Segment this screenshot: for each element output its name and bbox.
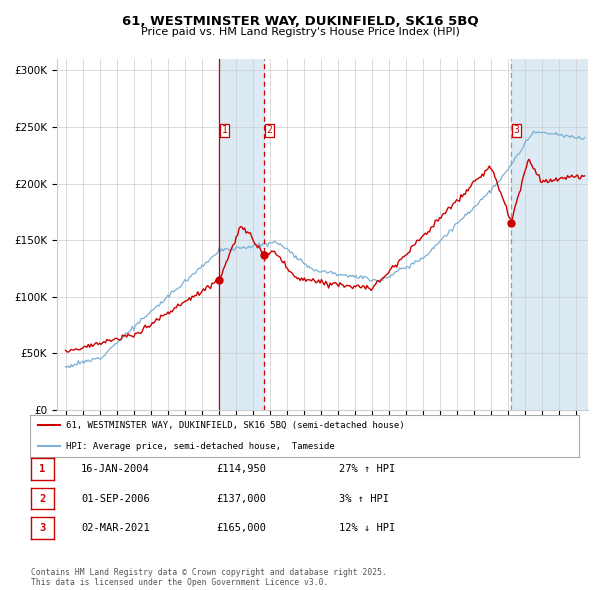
Text: £114,950: £114,950: [216, 464, 266, 474]
Text: £165,000: £165,000: [216, 523, 266, 533]
Text: 12% ↓ HPI: 12% ↓ HPI: [339, 523, 395, 533]
Text: 3: 3: [514, 125, 520, 135]
Text: 61, WESTMINSTER WAY, DUKINFIELD, SK16 5BQ (semi-detached house): 61, WESTMINSTER WAY, DUKINFIELD, SK16 5B…: [65, 421, 404, 430]
Text: 3% ↑ HPI: 3% ↑ HPI: [339, 494, 389, 503]
Text: 01-SEP-2006: 01-SEP-2006: [81, 494, 150, 503]
Text: Price paid vs. HM Land Registry's House Price Index (HPI): Price paid vs. HM Land Registry's House …: [140, 27, 460, 37]
Bar: [511, 59, 588, 410]
Text: £137,000: £137,000: [216, 494, 266, 503]
Text: 02-MAR-2021: 02-MAR-2021: [81, 523, 150, 533]
Text: Contains HM Land Registry data © Crown copyright and database right 2025.
This d: Contains HM Land Registry data © Crown c…: [31, 568, 387, 587]
Text: 2: 2: [266, 125, 272, 135]
Bar: [220, 59, 264, 410]
Text: HPI: Average price, semi-detached house,  Tameside: HPI: Average price, semi-detached house,…: [65, 442, 334, 451]
Text: 16-JAN-2004: 16-JAN-2004: [81, 464, 150, 474]
Text: 1: 1: [40, 464, 46, 474]
Text: 2: 2: [40, 494, 46, 503]
Text: 61, WESTMINSTER WAY, DUKINFIELD, SK16 5BQ: 61, WESTMINSTER WAY, DUKINFIELD, SK16 5B…: [122, 15, 478, 28]
Text: 1: 1: [222, 125, 228, 135]
Text: 27% ↑ HPI: 27% ↑ HPI: [339, 464, 395, 474]
Text: 3: 3: [40, 523, 46, 533]
